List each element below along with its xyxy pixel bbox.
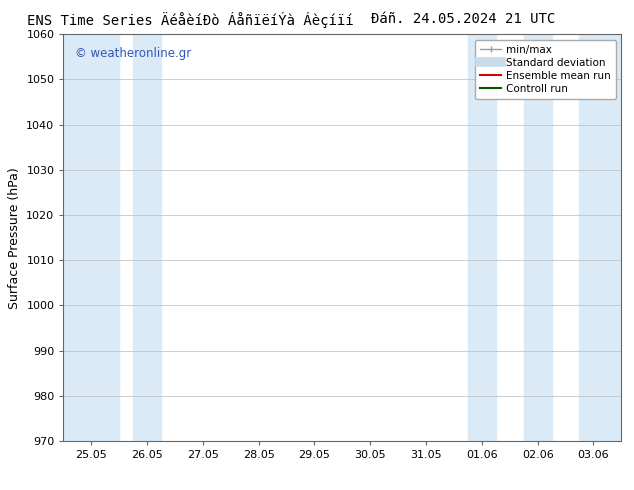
Text: Ðáñ. 24.05.2024 21 UTC: Ðáñ. 24.05.2024 21 UTC: [371, 12, 555, 26]
Text: ENS Time Series ÄéåèíÐò ÁåñïëíÝà Áèçíïí: ENS Time Series ÄéåèíÐò ÁåñïëíÝà Áèçíïí: [27, 12, 354, 28]
Bar: [579, 34, 621, 441]
Y-axis label: Surface Pressure (hPa): Surface Pressure (hPa): [8, 167, 21, 309]
Bar: [468, 34, 496, 441]
Bar: [63, 34, 119, 441]
Legend: min/max, Standard deviation, Ensemble mean run, Controll run: min/max, Standard deviation, Ensemble me…: [475, 40, 616, 99]
Text: © weatheronline.gr: © weatheronline.gr: [75, 47, 191, 59]
Bar: [133, 34, 161, 441]
Bar: [524, 34, 552, 441]
